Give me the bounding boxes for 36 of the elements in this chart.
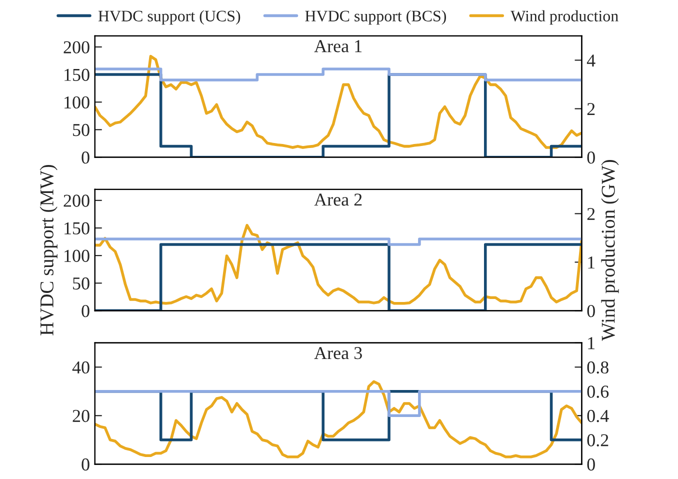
y-tick-label: 0 (82, 458, 90, 471)
y2-tick-label: 0.4 (587, 410, 609, 422)
y-tick-label: 50 (73, 124, 90, 136)
legend-label: HVDC support (UCS) (98, 10, 240, 25)
legend-label: Wind production (510, 10, 618, 25)
y-tick-label: 200 (64, 41, 90, 54)
y2-tick-label: 0 (587, 151, 595, 164)
y2-axis-title: Wind production (GW) (601, 160, 619, 341)
y-tick-label: 150 (64, 222, 90, 234)
y-tick-label: 40 (72, 361, 90, 374)
chart-title: Area 2 (314, 194, 362, 206)
y2-tick-label: 0 (587, 458, 595, 471)
y-tick-label: 150 (64, 68, 90, 81)
y2-tick-label: 0.8 (587, 361, 608, 374)
y2-tick-label: 0.2 (587, 434, 608, 446)
y2-tick-label: 0 (587, 304, 595, 318)
y2-tick-label: 0.6 (587, 386, 609, 398)
y-tick-label: 100 (64, 250, 90, 262)
y2-tick-label: 2 (587, 208, 595, 220)
line-series (94, 380, 582, 458)
y-tick-label: 50 (73, 277, 90, 290)
y2-tick-label: 1 (588, 256, 595, 268)
y-tick-label: 20 (72, 410, 90, 422)
line-series (94, 54, 582, 149)
y2-tick-label: 2 (587, 103, 595, 115)
y-axis-title: HVDC support (MW) (40, 165, 58, 336)
chart-title: Area 3 (314, 347, 362, 360)
y-tick-label: 100 (64, 96, 90, 109)
y-tick-label: 0 (82, 151, 90, 164)
chart-title: Area 1 (314, 40, 362, 52)
y2-tick-label: 1 (588, 337, 595, 350)
y-tick-label: 200 (64, 194, 90, 207)
line-series (94, 224, 582, 305)
y-tick-label: 0 (82, 304, 90, 318)
y2-tick-label: 4 (586, 54, 596, 66)
legend-label: HVDC support (BCS) (305, 10, 446, 25)
